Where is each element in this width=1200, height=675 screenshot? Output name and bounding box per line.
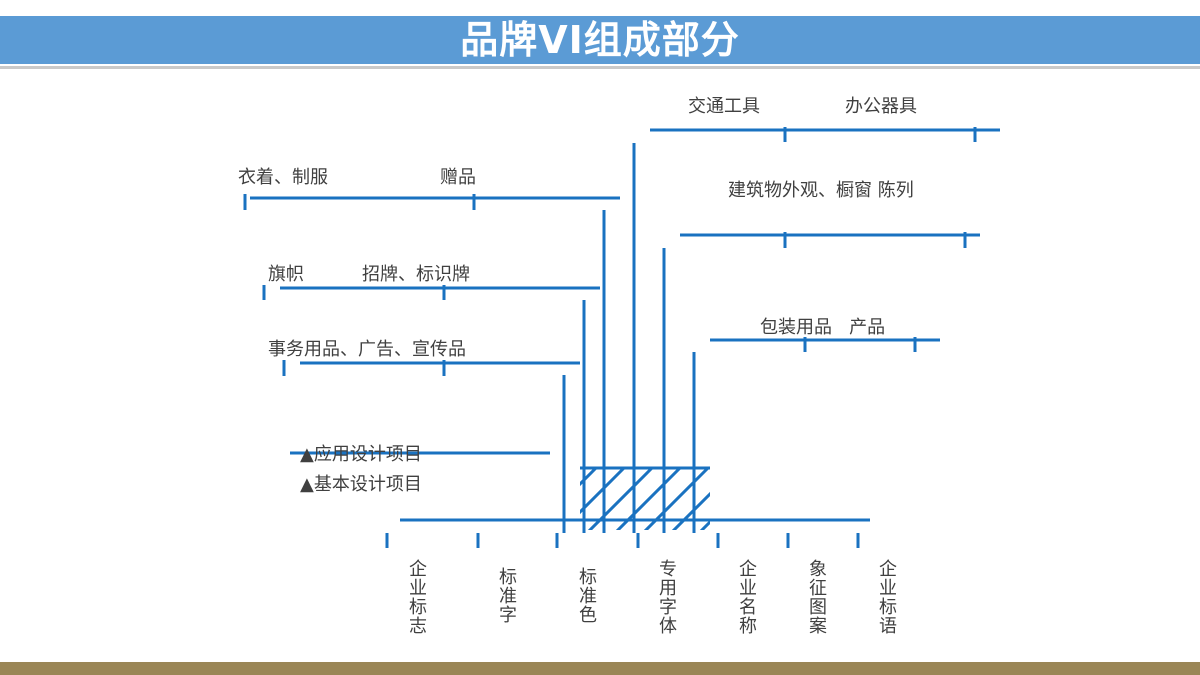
hatch-stroke-4 [580, 468, 626, 515]
label-office: 办公器具 [845, 96, 917, 117]
diagram-lines [243, 127, 1000, 548]
label-architecture: 建筑物外观、橱窗 陈列 [728, 180, 914, 201]
basic-item-emblem: 象征图案 [809, 559, 827, 637]
label-clothing: 衣着、制服 [238, 167, 328, 188]
hatch-stroke-9 [699, 519, 710, 530]
hatch-stroke-6 [615, 468, 682, 530]
label-gifts: 赠品 [440, 167, 476, 188]
hatch-block [448, 468, 820, 532]
title-bar [0, 16, 1200, 64]
basic-item-font: 标准字 [499, 567, 517, 626]
basic-item-logo: 企业标志 [409, 559, 427, 637]
label-flags: 旗帜 [268, 264, 304, 285]
hatch-stroke-7 [643, 468, 710, 530]
hatch-stroke-8 [671, 491, 710, 530]
hatch-stroke-11 [756, 468, 820, 532]
label-transport: 交通工具 [688, 96, 760, 117]
hatch-stroke-2 [504, 468, 568, 532]
title-underline [0, 66, 1200, 69]
legend-basic: ▲基本设计项目 [300, 474, 422, 495]
label-business: 事务用品、广告、宣传品 [268, 339, 466, 360]
label-packaging: 包装用品 产品 [760, 317, 885, 338]
hatch-stroke-1 [476, 468, 540, 532]
basic-item-name: 企业名称 [739, 559, 757, 637]
hatch-stroke-0 [448, 468, 512, 532]
basic-item-color: 标准色 [579, 567, 597, 626]
hatch-stroke-10 [728, 468, 792, 532]
basic-item-typeface: 专用字体 [659, 559, 677, 637]
legend-applied: ▲应用设计项目 [300, 444, 422, 465]
slide-title: 品牌VI组成部分 [460, 18, 740, 62]
basic-item-slogan: 企业标语 [879, 559, 897, 637]
hatch-stroke-3 [580, 468, 598, 487]
footer-bar [0, 662, 1200, 675]
hatch-stroke-5 [587, 468, 654, 530]
label-signs: 招牌、标识牌 [362, 264, 470, 285]
